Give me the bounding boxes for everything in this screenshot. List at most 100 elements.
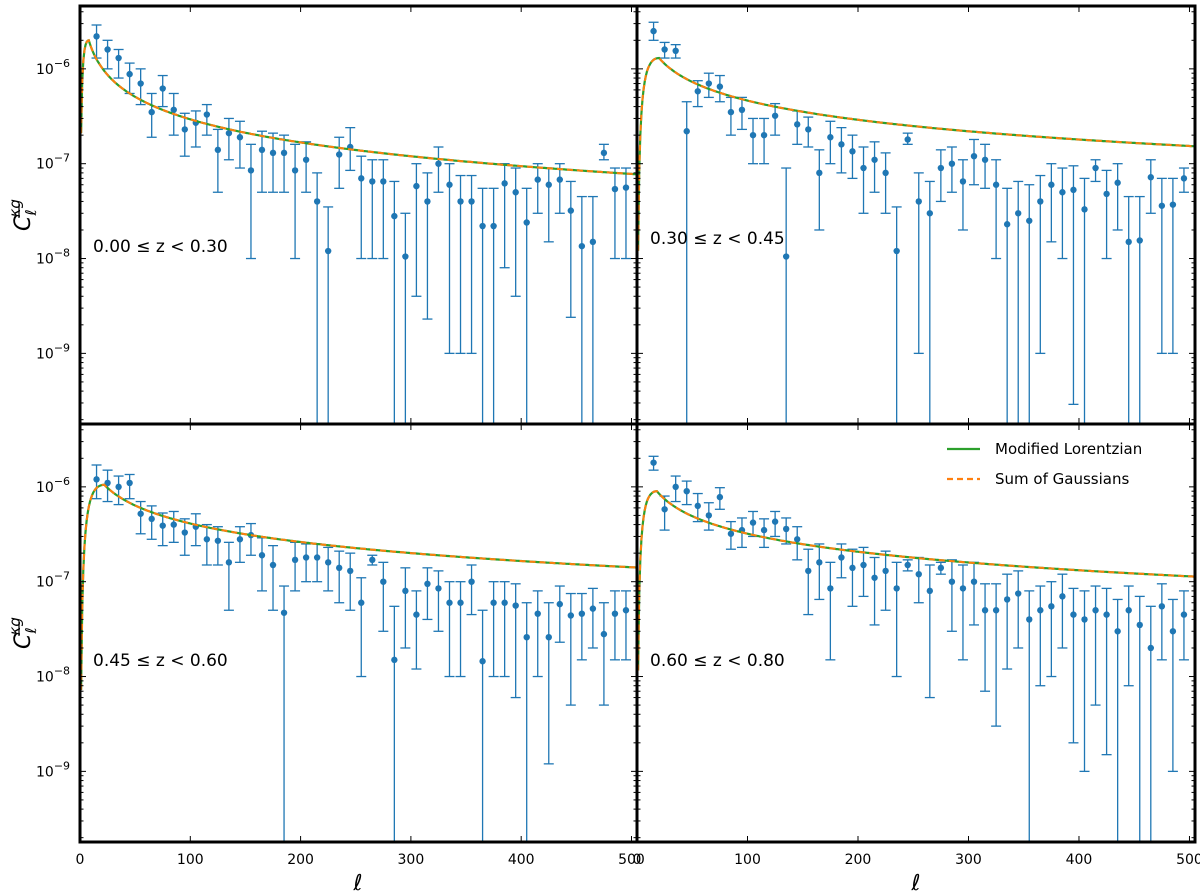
data-point bbox=[181, 126, 188, 133]
data-point bbox=[556, 176, 563, 183]
data-point bbox=[672, 47, 679, 55]
data-point bbox=[611, 185, 619, 193]
data-point bbox=[1180, 175, 1188, 182]
data-point bbox=[694, 502, 701, 510]
data-point bbox=[369, 556, 376, 564]
legend-label: Modified Lorentzian bbox=[995, 440, 1142, 458]
y-tick-base: 10 bbox=[36, 764, 54, 780]
data-point bbox=[159, 85, 166, 92]
data-point bbox=[794, 536, 801, 543]
data-point bbox=[860, 164, 867, 172]
data-point bbox=[926, 587, 934, 595]
data-point bbox=[661, 506, 668, 513]
data-point bbox=[435, 585, 442, 592]
x-tick-label: 500 bbox=[618, 852, 645, 868]
y-axis-title-sub: ℓ bbox=[22, 209, 40, 216]
x-axis-title: ℓ bbox=[352, 871, 362, 896]
data-point bbox=[402, 253, 409, 260]
data-point bbox=[622, 184, 630, 191]
panel-plot-area bbox=[637, 455, 1195, 842]
x-tick-label: 400 bbox=[508, 852, 535, 868]
y-tick-exponent: −9 bbox=[54, 341, 70, 354]
y-axis-title: Cℓκg bbox=[6, 199, 40, 231]
y-tick-exponent: −9 bbox=[54, 759, 70, 772]
data-point bbox=[424, 580, 431, 588]
data-point bbox=[435, 160, 442, 167]
gaussians-curve bbox=[80, 39, 637, 176]
data-point bbox=[683, 128, 690, 135]
panel-frame bbox=[635, 422, 1197, 844]
lorentzian-curve bbox=[80, 38, 637, 176]
data-point bbox=[578, 242, 586, 250]
panel-1: 10−910−810−710−60.00 ≤ z < 0.30 bbox=[36, 4, 639, 426]
data-point bbox=[1114, 179, 1121, 186]
data-point bbox=[948, 578, 956, 585]
data-point bbox=[1015, 590, 1022, 597]
data-point bbox=[600, 630, 608, 638]
data-point bbox=[1081, 206, 1088, 213]
data-point bbox=[115, 483, 122, 491]
data-point bbox=[148, 515, 155, 523]
data-point bbox=[771, 518, 779, 525]
data-point bbox=[838, 554, 845, 561]
data-point bbox=[937, 564, 945, 572]
data-point bbox=[347, 567, 354, 575]
y-tick-base: 10 bbox=[36, 252, 54, 268]
data-point bbox=[672, 483, 679, 491]
data-point bbox=[468, 578, 475, 585]
x-tick-label: 0 bbox=[76, 852, 85, 868]
panel-frame bbox=[78, 4, 639, 426]
data-point bbox=[181, 529, 188, 536]
data-point bbox=[490, 599, 497, 606]
data-point bbox=[1037, 198, 1044, 205]
data-point bbox=[716, 493, 724, 501]
data-point bbox=[782, 253, 790, 260]
x-tick-label: 400 bbox=[1066, 852, 1093, 868]
gaussians-curve bbox=[80, 483, 637, 690]
data-point bbox=[816, 169, 823, 177]
y-tick-label: 10−6 bbox=[36, 57, 70, 78]
data-point bbox=[705, 512, 713, 519]
data-point bbox=[589, 605, 597, 612]
data-point bbox=[1003, 221, 1011, 228]
y-tick-label: 10−7 bbox=[36, 570, 70, 591]
data-point bbox=[893, 585, 900, 592]
data-point bbox=[782, 525, 790, 533]
data-point bbox=[236, 134, 244, 141]
y-tick-base: 10 bbox=[36, 157, 54, 173]
data-point bbox=[1147, 174, 1155, 181]
data-point bbox=[760, 526, 768, 534]
x-axis-title: ℓ bbox=[910, 871, 920, 896]
data-point bbox=[269, 149, 277, 157]
data-point bbox=[380, 178, 387, 185]
data-point bbox=[1158, 202, 1166, 209]
data-point bbox=[959, 178, 967, 185]
y-tick-exponent: −8 bbox=[54, 247, 70, 260]
data-point bbox=[391, 212, 398, 220]
data-point bbox=[93, 476, 100, 483]
y-tick-base: 10 bbox=[36, 575, 54, 591]
data-point bbox=[694, 88, 701, 95]
data-point bbox=[749, 131, 757, 139]
data-point bbox=[727, 108, 735, 116]
data-point bbox=[501, 599, 508, 606]
y-tick-label: 10−9 bbox=[36, 759, 70, 780]
data-point bbox=[335, 151, 343, 158]
data-point bbox=[545, 633, 552, 641]
panel-plot-area bbox=[80, 464, 637, 842]
data-point bbox=[258, 146, 266, 154]
data-point bbox=[302, 554, 310, 561]
data-point bbox=[468, 198, 475, 205]
x-tick-label: 300 bbox=[398, 852, 425, 868]
y-axis-title-sup: κg bbox=[6, 199, 24, 217]
gaussians-curve bbox=[637, 490, 1195, 671]
data-point bbox=[534, 176, 541, 183]
data-point bbox=[904, 136, 911, 143]
y-axis-title-base: C bbox=[11, 215, 36, 231]
data-point bbox=[827, 134, 834, 141]
data-point bbox=[1125, 607, 1132, 614]
data-point bbox=[1092, 164, 1099, 172]
gaussians-curve bbox=[637, 56, 1195, 251]
